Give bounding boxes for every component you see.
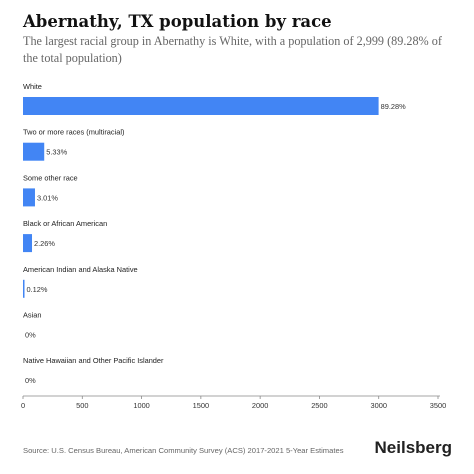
x-tick-label: 500: [76, 401, 88, 410]
x-tick-label: 2000: [252, 401, 268, 410]
value-label: 0%: [25, 331, 36, 340]
brand-logo: Neilsberg: [374, 438, 452, 457]
bar: [23, 234, 33, 253]
category-label: Native Hawaiian and Other Pacific Island…: [23, 356, 164, 365]
value-label: 0%: [25, 376, 36, 385]
x-tick-label: 1000: [133, 401, 149, 410]
bar: [23, 188, 35, 207]
bar: [23, 279, 25, 298]
x-tick-label: 0: [21, 401, 25, 410]
x-tick-label: 2500: [311, 401, 327, 410]
x-tick-label: 1500: [193, 401, 209, 410]
value-label: 89.28%: [381, 102, 406, 111]
x-tick-label: 3000: [370, 401, 386, 410]
chart-subtitle: The largest racial group in Abernathy is…: [23, 34, 442, 65]
bar: [23, 97, 379, 115]
source-note: Source: U.S. Census Bureau, American Com…: [23, 446, 344, 455]
x-tick-label: 3500: [430, 401, 446, 410]
category-label: Black or African American: [23, 219, 107, 228]
category-label: White: [23, 82, 42, 91]
value-label: 5.33%: [46, 148, 67, 157]
chart-title: Abernathy, TX population by race: [23, 12, 332, 31]
category-label: Asian: [23, 311, 42, 320]
value-label: 0.12%: [27, 285, 48, 294]
category-label: American Indian and Alaska Native: [23, 265, 138, 274]
value-label: 2.26%: [34, 239, 55, 248]
category-label: Some other race: [23, 173, 78, 182]
bar: [23, 142, 45, 161]
value-label: 3.01%: [37, 193, 58, 202]
category-label: Two or more races (multiracial): [23, 128, 124, 137]
